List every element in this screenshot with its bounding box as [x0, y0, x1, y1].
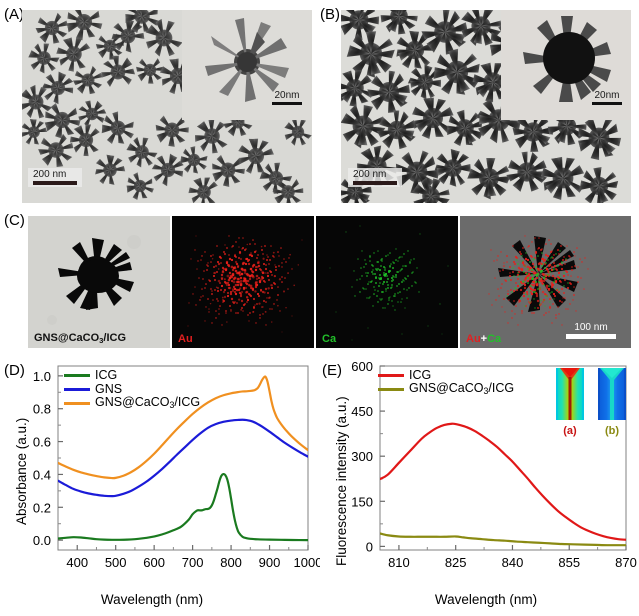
- svg-text:600: 600: [351, 359, 373, 374]
- panel-b-inset-scalebar: 20nm: [592, 90, 622, 105]
- cuvette-a: (a): [556, 368, 584, 437]
- panel-d-legend-label-gns-caco3-icg: GNS@CaCO3/ICG: [95, 395, 201, 411]
- svg-text:300: 300: [351, 449, 373, 464]
- panel-d-legend-item-icg: ICG: [64, 368, 200, 382]
- panel-e-legend-swatch-gns-caco3-icg: [378, 387, 404, 391]
- panel-e-legend-item-icg: ICG: [378, 368, 514, 382]
- cuvette-b: (b): [598, 368, 626, 437]
- svg-text:0.6: 0.6: [33, 435, 51, 450]
- svg-text:0.8: 0.8: [33, 402, 51, 417]
- panel-c-tile-merge-map: Au+Ca: [460, 216, 631, 348]
- panel-c-tile-tem-label: GNS@CaCO3/ICG: [34, 332, 127, 345]
- svg-text:1.0: 1.0: [33, 369, 51, 384]
- panel-c-tile-merge-label: Au+Ca: [466, 333, 502, 345]
- panel-d-x-axis-title: Wavelength (nm): [100, 592, 204, 607]
- panel-d-legend-label-gns: GNS: [95, 382, 123, 396]
- svg-text:700: 700: [182, 555, 204, 570]
- panel-a-inset-scalebar-line: [272, 102, 302, 105]
- panel-c-scalebar-line: [566, 334, 616, 339]
- panel-b-inset-scalebar-text: 20nm: [594, 90, 620, 101]
- panel-c-scalebar: 100 nm: [566, 322, 616, 339]
- svg-text:855: 855: [558, 555, 580, 570]
- svg-text:870: 870: [615, 555, 637, 570]
- panel-c-tile-au-label: Au: [178, 333, 193, 345]
- panel-d-chart: 400 500 600 700 800 900 1000 0.0 0.2 0.4 0.6 0.8 1.0: [0, 358, 322, 611]
- panel-d-legend-item-gns-caco3-icg: GNS@CaCO3/ICG: [64, 395, 201, 411]
- svg-text:150: 150: [351, 494, 373, 509]
- cuvette-a-label: (a): [563, 425, 577, 437]
- panel-c-label: (C): [4, 212, 25, 229]
- svg-text:450: 450: [351, 404, 373, 419]
- panel-d-legend-label-icg: ICG: [95, 368, 118, 382]
- svg-text:800: 800: [220, 555, 242, 570]
- panel-d-y-axis-title: Absorbance (a.u.): [14, 417, 29, 525]
- panel-b-scalebar-text: 200 nm: [353, 169, 387, 180]
- panel-a-label: (A): [4, 6, 24, 23]
- svg-text:600: 600: [143, 555, 165, 570]
- panel-a-scalebar-line: [33, 181, 77, 185]
- panel-a-inset-scalebar: 20nm: [272, 90, 302, 105]
- panel-c-tile-tem: GNS@CaCO3/ICG: [28, 216, 170, 348]
- svg-text:400: 400: [66, 555, 88, 570]
- panel-b-scalebar-line: [353, 181, 397, 185]
- panel-e-chart: 810 825 840 855 870 0 150 300 450 600: [320, 358, 639, 611]
- panel-d-legend-swatch-gns-caco3-icg: [64, 401, 90, 405]
- panel-e-legend-item-gns-caco3-icg: GNS@CaCO3/ICG: [378, 381, 515, 397]
- panel-e-legend-swatch-icg: [378, 373, 404, 377]
- svg-text:0.0: 0.0: [33, 533, 51, 548]
- svg-text:0: 0: [366, 539, 373, 554]
- panel-d-legend: ICG GNS GNS@CaCO3/ICG: [64, 368, 201, 411]
- panel-c-tile-ca-map: Ca: [316, 216, 458, 348]
- panel-a-scalebar: 200 nm: [28, 168, 82, 187]
- panel-e-x-axis-title: Wavelength (nm): [434, 592, 538, 607]
- svg-text:0.2: 0.2: [33, 500, 51, 515]
- panel-d-legend-item-gns: GNS: [64, 382, 200, 396]
- panel-e-legend-label-icg: ICG: [409, 368, 432, 382]
- svg-text:810: 810: [388, 555, 410, 570]
- panel-c-scalebar-text: 100 nm: [574, 322, 608, 333]
- panel-e-label: (E): [322, 362, 342, 379]
- svg-text:500: 500: [105, 555, 127, 570]
- panel-d-label: (D): [4, 362, 25, 379]
- panel-d-legend-swatch-gns: [64, 387, 90, 391]
- svg-text:1000: 1000: [294, 555, 320, 570]
- svg-text:840: 840: [502, 555, 524, 570]
- svg-text:825: 825: [445, 555, 467, 570]
- panel-a-inset-scalebar-text: 20nm: [274, 90, 300, 101]
- panel-e-legend: ICG GNS@CaCO3/ICG: [378, 368, 515, 397]
- panel-e-legend-label-gns-caco3-icg: GNS@CaCO3/ICG: [409, 381, 515, 397]
- panel-b-inset-scalebar-line: [592, 102, 622, 105]
- panel-e-y-axis-title: Fluorescence intensity (a.u.): [334, 396, 349, 566]
- panel-c-tile-ca-label: Ca: [322, 333, 337, 345]
- cuvette-b-label: (b): [604, 425, 620, 437]
- panel-c-tile-au-map: Au: [172, 216, 314, 348]
- panel-b-scalebar: 200 nm: [348, 168, 402, 187]
- panel-e-inset-cuvettes: (a) (b): [556, 368, 630, 437]
- svg-text:900: 900: [259, 555, 281, 570]
- panel-b-label: (B): [320, 6, 340, 23]
- svg-text:0.4: 0.4: [33, 467, 51, 482]
- panel-a-scalebar-text: 200 nm: [33, 169, 67, 180]
- panel-d-legend-swatch-icg: [64, 373, 90, 377]
- panel-a-tem-image: [22, 10, 312, 203]
